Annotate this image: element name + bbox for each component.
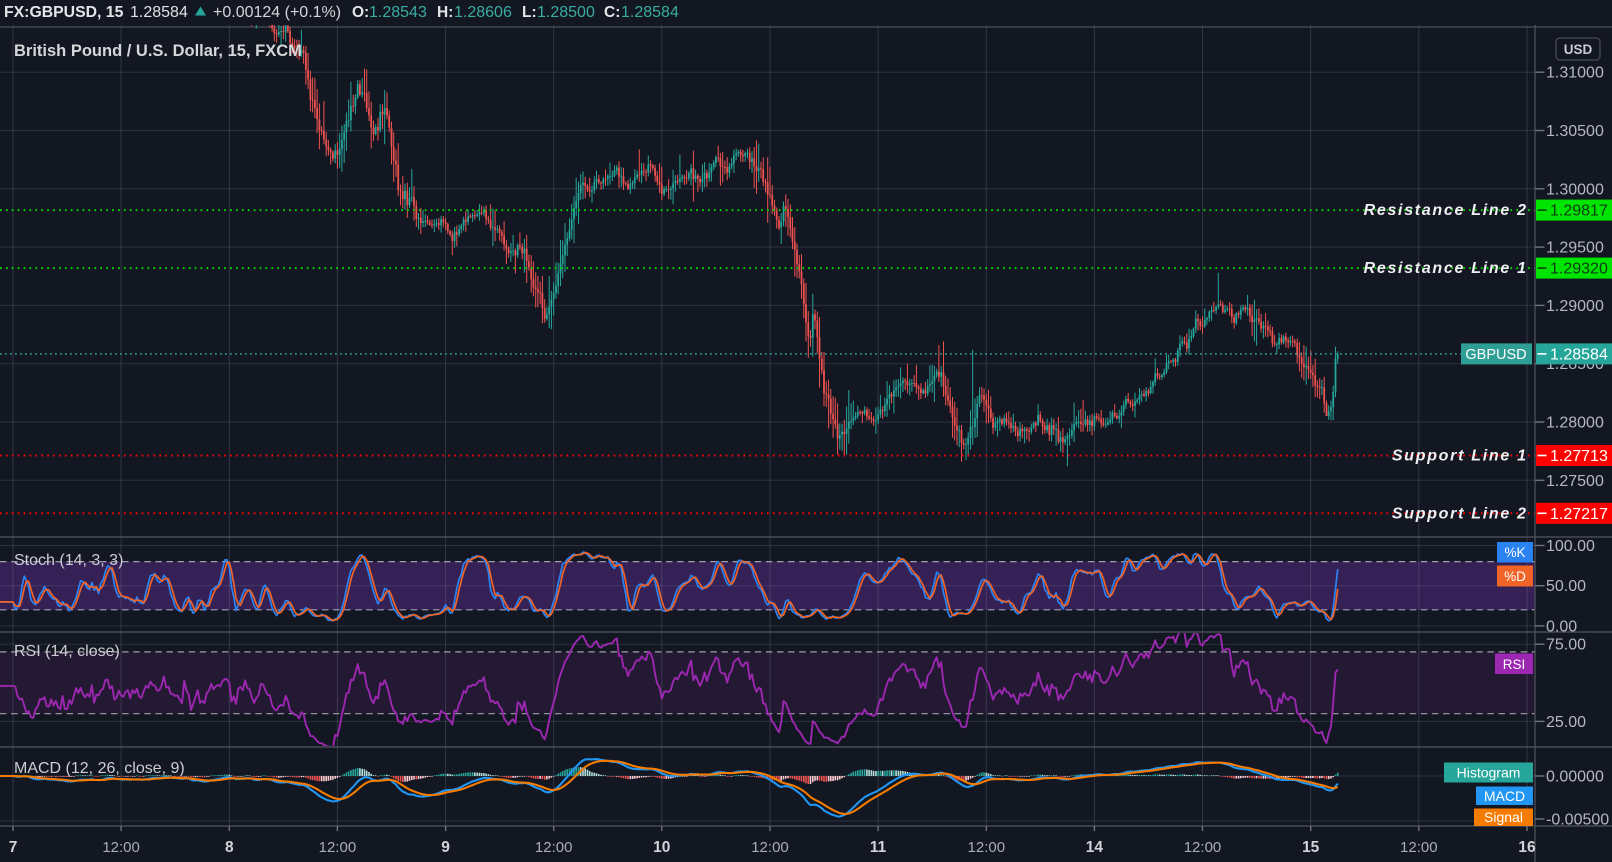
- svg-text:50.00: 50.00: [1546, 578, 1586, 595]
- svg-text:1.27500: 1.27500: [1546, 473, 1604, 490]
- svg-text:12:00: 12:00: [535, 839, 573, 856]
- svg-text:USD: USD: [1564, 42, 1593, 57]
- svg-text:O:: O:: [352, 4, 369, 21]
- svg-text:Support Line 2: Support Line 2: [1392, 505, 1528, 522]
- svg-text:1.28584: 1.28584: [130, 4, 188, 21]
- svg-text:1.28543: 1.28543: [369, 4, 427, 21]
- svg-text:1.30000: 1.30000: [1546, 181, 1604, 198]
- svg-text:12:00: 12:00: [1184, 839, 1222, 856]
- svg-text:-0.00500: -0.00500: [1546, 812, 1609, 829]
- svg-text:10: 10: [653, 839, 670, 856]
- svg-text:Histogram: Histogram: [1457, 765, 1521, 781]
- svg-text:1.31000: 1.31000: [1546, 65, 1604, 82]
- svg-text:Support Line 1: Support Line 1: [1392, 448, 1528, 465]
- svg-text:1.30500: 1.30500: [1546, 123, 1604, 140]
- svg-text:RSI: RSI: [1503, 657, 1526, 672]
- svg-text:1.27217: 1.27217: [1550, 506, 1608, 523]
- svg-text:75.00: 75.00: [1546, 637, 1586, 654]
- svg-text:FX:GBPUSD, 15: FX:GBPUSD, 15: [4, 4, 124, 21]
- svg-text:15: 15: [1302, 839, 1320, 856]
- svg-text:1.28584: 1.28584: [1550, 346, 1608, 363]
- svg-text:Signal: Signal: [1484, 809, 1523, 825]
- svg-text:+0.00124 (+0.1%): +0.00124 (+0.1%): [213, 4, 341, 21]
- svg-text:1.28500: 1.28500: [537, 4, 595, 21]
- svg-text:MACD (12, 26, close, 9): MACD (12, 26, close, 9): [14, 760, 185, 777]
- svg-text:1.27713: 1.27713: [1550, 448, 1608, 465]
- svg-text:14: 14: [1086, 839, 1104, 856]
- svg-text:GBPUSD: GBPUSD: [1465, 347, 1526, 363]
- svg-text:12:00: 12:00: [751, 839, 789, 856]
- svg-text:Stoch (14, 3, 3): Stoch (14, 3, 3): [14, 552, 123, 569]
- svg-text:12:00: 12:00: [102, 839, 140, 856]
- svg-text:C:: C:: [604, 4, 620, 21]
- svg-text:1.29500: 1.29500: [1546, 240, 1604, 257]
- svg-text:1.28606: 1.28606: [454, 4, 512, 21]
- svg-text:9: 9: [441, 839, 450, 856]
- svg-text:L:: L:: [522, 4, 537, 21]
- svg-text:16: 16: [1518, 839, 1536, 856]
- svg-text:1.29000: 1.29000: [1546, 298, 1604, 315]
- svg-text:H:: H:: [437, 4, 453, 21]
- svg-text:12:00: 12:00: [319, 839, 357, 856]
- svg-text:100.00: 100.00: [1546, 538, 1595, 555]
- svg-text:1.29817: 1.29817: [1550, 203, 1608, 220]
- svg-text:RSI (14, close): RSI (14, close): [14, 643, 120, 660]
- svg-text:1.28000: 1.28000: [1546, 415, 1604, 432]
- svg-text:11: 11: [870, 839, 887, 856]
- svg-text:%K: %K: [1504, 545, 1525, 560]
- svg-text:12:00: 12:00: [968, 839, 1006, 856]
- svg-text:Resistance Line 1: Resistance Line 1: [1364, 260, 1528, 277]
- svg-text:25.00: 25.00: [1546, 714, 1586, 731]
- svg-text:Resistance Line 2: Resistance Line 2: [1364, 202, 1528, 219]
- svg-text:12:00: 12:00: [1400, 839, 1438, 856]
- svg-text:0.00000: 0.00000: [1546, 769, 1604, 786]
- svg-text:1.28584: 1.28584: [621, 4, 679, 21]
- svg-text:British Pound / U.S. Dollar, 1: British Pound / U.S. Dollar, 15, FXCM: [14, 42, 302, 60]
- svg-text:0.00: 0.00: [1546, 618, 1577, 635]
- svg-text:8: 8: [225, 839, 234, 856]
- svg-text:%D: %D: [1504, 569, 1526, 584]
- svg-text:1.29320: 1.29320: [1550, 261, 1608, 278]
- svg-text:7: 7: [9, 839, 18, 856]
- svg-text:MACD: MACD: [1484, 788, 1525, 804]
